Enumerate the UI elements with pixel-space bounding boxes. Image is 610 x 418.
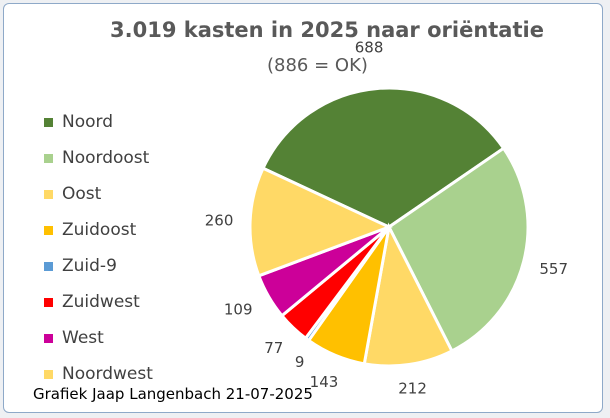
- data-label-zuidoost: 143: [310, 373, 339, 391]
- legend-item-noordoost: Noordoost: [44, 140, 153, 176]
- legend-swatch: [44, 117, 53, 127]
- chart-credit: Grafiek Jaap Langenbach 21-07-2025: [33, 385, 313, 403]
- legend-swatch: [44, 153, 53, 163]
- legend-swatch: [44, 333, 53, 343]
- legend-item-oost: Oost: [44, 176, 153, 212]
- chart-legend: Noord Noordoost Oost Zuidoost Zuid-9 Zuidwest…: [44, 104, 153, 392]
- legend-item-zuidoost: Zuidoost: [44, 212, 153, 248]
- legend-label: Zuid-9: [62, 256, 117, 276]
- legend-label: Oost: [62, 184, 102, 204]
- legend-swatch: [44, 189, 53, 199]
- data-label-zuidwest: 77: [264, 339, 283, 357]
- pie-slice-oost: [362, 222, 454, 368]
- legend-item-west: West: [44, 320, 153, 356]
- legend-item-zuid-9: Zuid-9: [44, 248, 153, 284]
- legend-item-noordwest: Noordwest: [44, 356, 153, 392]
- legend-swatch: [44, 369, 53, 379]
- legend-swatch: [44, 261, 53, 271]
- legend-label: Noord: [62, 112, 113, 132]
- legend-swatch: [44, 225, 53, 235]
- data-label-west: 109: [224, 301, 253, 319]
- pie-slice-noordwest: [248, 166, 393, 278]
- legend-swatch: [44, 297, 53, 307]
- pie-slice-noord: [261, 86, 506, 229]
- legend-item-zuidwest: Zuidwest: [44, 284, 153, 320]
- legend-item-noord: Noord: [44, 104, 153, 140]
- legend-label: Noordoost: [62, 148, 150, 168]
- data-label-noordoost: 557: [539, 260, 568, 278]
- data-label-oost: 212: [398, 379, 427, 397]
- data-label-noordwest: 260: [205, 211, 234, 229]
- chart-subtitle: (886 = OK): [267, 55, 368, 76]
- pie-slice-noordoost: [387, 146, 530, 353]
- legend-label: West: [62, 328, 104, 348]
- legend-label: Zuidwest: [62, 292, 140, 312]
- data-label-zuid-9: 9: [295, 353, 305, 371]
- data-label-noord: 688: [355, 39, 384, 57]
- chart-title: 3.019 kasten in 2025 naar oriëntatie: [110, 18, 544, 42]
- legend-label: Noordwest: [62, 364, 153, 384]
- legend-label: Zuidoost: [62, 220, 137, 240]
